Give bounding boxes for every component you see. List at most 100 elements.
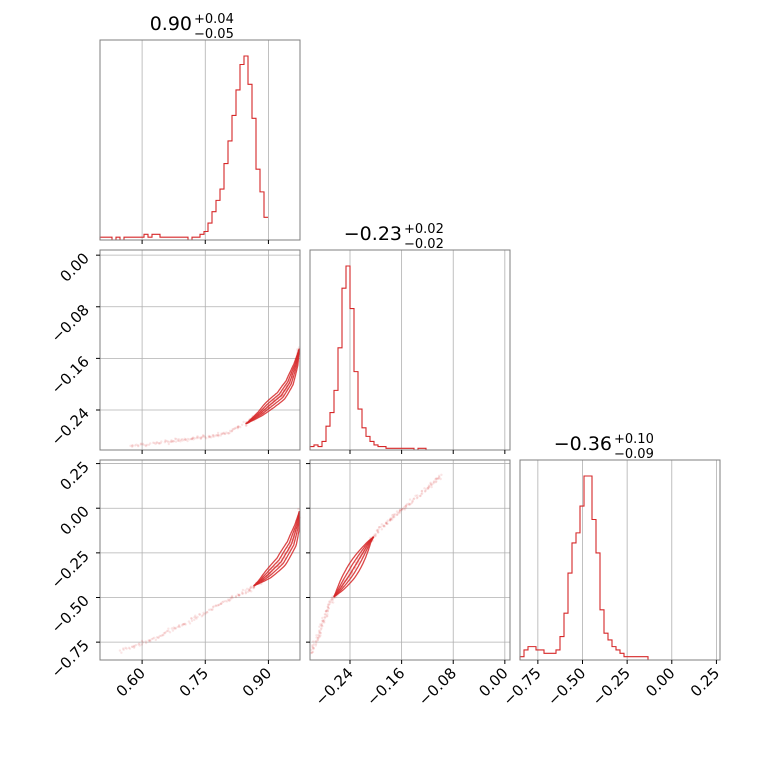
sample-point	[137, 444, 140, 448]
sample-point	[208, 435, 212, 438]
sample-point	[219, 602, 222, 606]
sample-point	[179, 440, 182, 443]
contour-line	[245, 348, 300, 425]
sample-point	[129, 444, 132, 448]
sample-point	[234, 595, 238, 599]
title-plus-2: +0.10	[614, 432, 654, 447]
sample-point	[210, 608, 213, 612]
sample-point	[326, 603, 330, 606]
sample-point	[201, 613, 205, 617]
sample-point	[319, 634, 322, 637]
sample-point	[420, 492, 424, 495]
sample-point	[396, 513, 399, 516]
sample-point	[203, 613, 206, 616]
sample-point	[408, 503, 411, 506]
sample-point	[211, 608, 214, 611]
sample-point	[326, 609, 329, 612]
sample-point	[219, 602, 223, 605]
sample-point	[408, 498, 412, 501]
sample-point	[393, 513, 397, 516]
sample-point	[244, 592, 247, 595]
sample-point	[131, 444, 134, 447]
sample-point	[138, 642, 141, 645]
sample-point	[415, 497, 419, 500]
scatter-frame-2	[309, 459, 511, 661]
sample-point	[383, 525, 386, 528]
sample-point	[391, 514, 394, 517]
sample-point	[214, 434, 218, 437]
sample-point	[214, 604, 218, 607]
sample-point	[164, 439, 167, 442]
sample-point	[376, 530, 380, 534]
sample-point	[203, 435, 206, 438]
sample-point	[230, 430, 233, 433]
sample-point	[223, 432, 226, 436]
sample-point	[216, 431, 220, 435]
sample-point	[190, 437, 194, 441]
x-tick-label: −0.24	[312, 664, 357, 709]
x-tick-label: −0.50	[544, 664, 589, 709]
histogram-frame-0	[99, 39, 301, 241]
sample-point	[435, 477, 438, 480]
sample-point	[250, 590, 253, 593]
sample-point	[376, 530, 379, 533]
sample-point	[429, 481, 432, 485]
sample-point	[311, 643, 314, 647]
sample-point	[404, 506, 408, 509]
sample-point	[426, 487, 430, 491]
sample-point	[323, 618, 326, 622]
sample-point	[135, 443, 138, 446]
title-minus-2: −0.09	[614, 447, 654, 462]
sample-point	[122, 648, 125, 651]
sample-point	[207, 608, 211, 612]
sample-point	[230, 429, 234, 433]
sample-point	[230, 594, 234, 598]
x-tick-label: −0.25	[589, 664, 634, 709]
sample-point	[328, 602, 331, 606]
contour-line	[245, 348, 300, 425]
sample-point	[133, 645, 136, 648]
histogram-title-1: −0.23	[344, 223, 402, 245]
y-tick-label: −0.08	[48, 301, 93, 346]
sample-point	[241, 588, 245, 592]
histogram-step-1	[309, 265, 470, 451]
sample-point	[160, 634, 163, 638]
y-tick-label: −0.75	[48, 636, 93, 681]
sample-point	[391, 518, 394, 521]
sample-point	[134, 643, 138, 647]
sample-point	[141, 442, 144, 446]
sample-point	[217, 603, 220, 607]
sample-point	[156, 441, 159, 444]
sample-point	[246, 590, 250, 593]
sample-point	[430, 483, 433, 487]
y-tick-label: 0.25	[56, 458, 92, 494]
sample-point	[175, 437, 178, 441]
sample-point	[200, 615, 204, 618]
sample-point	[172, 439, 175, 443]
sample-point	[320, 623, 323, 627]
sample-point	[379, 525, 382, 529]
sample-point	[327, 603, 330, 607]
sample-point	[229, 596, 232, 600]
sample-point	[199, 436, 203, 440]
sample-point	[432, 481, 436, 484]
sample-point	[186, 439, 189, 443]
sample-point	[158, 634, 162, 638]
sample-point	[320, 624, 323, 627]
x-tick-label: 0.25	[687, 664, 723, 700]
sample-point	[217, 434, 220, 438]
sample-point	[193, 616, 196, 619]
sample-point	[237, 594, 241, 597]
sample-point	[434, 477, 438, 480]
sample-point	[374, 534, 378, 537]
sample-point	[310, 651, 314, 654]
sample-point	[392, 513, 395, 516]
sample-point	[389, 519, 392, 522]
sample-point	[125, 647, 128, 650]
sample-point	[312, 647, 315, 651]
sample-point	[310, 648, 313, 652]
sample-point	[186, 437, 190, 441]
sample-point	[424, 489, 427, 493]
sample-point	[176, 625, 179, 629]
sample-point	[217, 603, 221, 607]
